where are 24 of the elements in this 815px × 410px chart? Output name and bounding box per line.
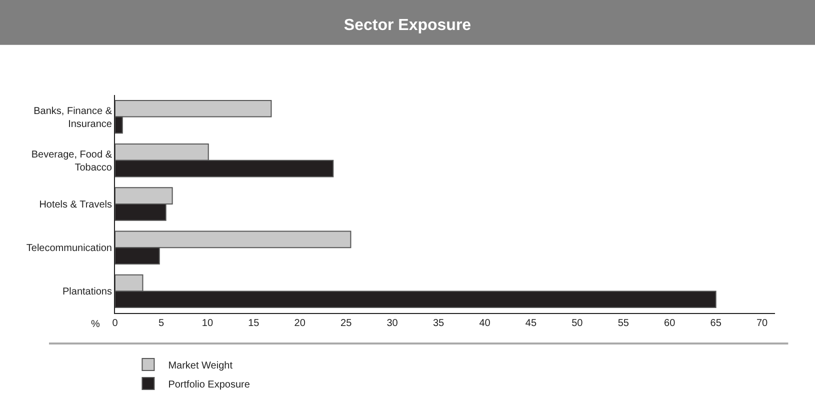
legend-label: Portfolio Exposure: [168, 379, 250, 390]
chart-title: Sector Exposure: [344, 17, 472, 34]
y-tick-label: Hotels & Travels: [39, 200, 112, 210]
x-tick-label: 60: [664, 318, 676, 329]
y-tick-label: Beverage, Food & Tobacco: [31, 149, 112, 174]
y-tick-label: Telecommunication: [26, 243, 112, 254]
x-tick-label: 5: [158, 318, 164, 329]
x-tick-label: 40: [479, 318, 491, 329]
x-tick-label: 25: [340, 318, 352, 329]
x-tick-label: 35: [432, 318, 445, 329]
x-tick-label: 65: [710, 318, 722, 329]
x-tick-label: 10: [202, 318, 214, 329]
x-tick-label: 15: [248, 318, 260, 329]
x-tick-label: 0: [112, 318, 118, 329]
legend-label: Market Weight: [168, 360, 233, 372]
x-tick-label: 70: [756, 318, 768, 329]
x-tick-label: 50: [572, 318, 584, 329]
x-tick-label: 30: [386, 318, 398, 329]
x-tick-label: 45: [525, 318, 537, 329]
x-axis-title: %: [91, 319, 100, 330]
y-tick-label: Plantations: [62, 286, 112, 298]
y-tick-label: Banks, Finance & Insurance: [34, 106, 112, 130]
x-tick-label: 55: [618, 318, 630, 329]
x-tick-label: 20: [294, 318, 306, 329]
